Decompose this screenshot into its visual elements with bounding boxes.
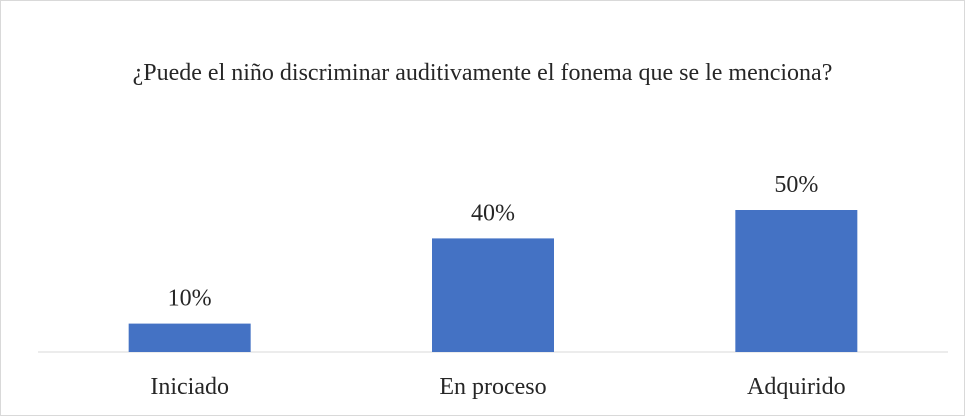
bar [432, 238, 554, 352]
x-tick-label: Iniciado [150, 374, 229, 400]
bar [735, 210, 858, 352]
bar [128, 323, 251, 352]
x-tick-label: Adquirido [747, 374, 846, 400]
data-label: 50% [774, 172, 818, 198]
x-tick-label: En proceso [439, 374, 546, 400]
chart-title: ¿Puede el niño discriminar auditivamente… [132, 60, 833, 86]
data-label: 40% [471, 200, 515, 226]
data-label: 10% [168, 286, 212, 312]
